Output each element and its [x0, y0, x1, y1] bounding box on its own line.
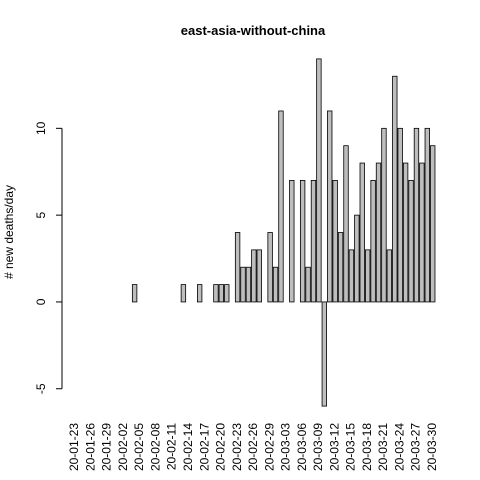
bar	[424, 127, 430, 303]
bar	[321, 301, 327, 407]
bar	[348, 249, 355, 303]
y-tick-label: 0	[34, 298, 48, 305]
bar	[299, 180, 306, 303]
bar	[240, 266, 246, 303]
bar	[332, 180, 338, 303]
bar	[397, 127, 403, 303]
x-tick-label: 20-02-17	[197, 423, 211, 471]
bar	[305, 266, 311, 303]
y-tick-label: 5	[34, 211, 48, 218]
x-tick-label: 20-02-05	[132, 423, 146, 471]
x-tick-label: 20-02-11	[165, 423, 179, 470]
bar	[392, 75, 398, 303]
chart-title: east-asia-without-china	[181, 23, 326, 38]
x-tick-label: 20-01-29	[100, 423, 114, 471]
bar	[316, 58, 322, 303]
bar	[375, 162, 382, 303]
bar	[272, 266, 279, 303]
x-tick-label: 20-02-08	[148, 423, 162, 471]
bar	[289, 180, 295, 303]
x-tick-label: 20-03-06	[295, 423, 309, 471]
x-tick-label: 20-01-26	[83, 423, 97, 471]
bar	[430, 145, 436, 303]
x-tick-label: 20-02-02	[116, 423, 130, 471]
bar	[213, 284, 219, 303]
y-tick-label: 10	[34, 121, 48, 135]
bar	[370, 180, 376, 303]
bar	[413, 127, 420, 303]
bar	[310, 180, 317, 303]
bar	[354, 214, 360, 303]
bar	[197, 284, 203, 303]
x-tick-label: 20-03-27	[409, 423, 423, 471]
y-tick-label: -5	[34, 383, 48, 394]
bar	[419, 162, 425, 303]
x-tick-label: 20-02-14	[181, 423, 195, 471]
x-tick-label: 20-03-03	[279, 423, 293, 471]
bar	[251, 249, 257, 303]
bar	[402, 162, 409, 303]
bar	[408, 180, 414, 303]
x-tick-label: 20-01-23	[67, 423, 81, 471]
bar	[359, 162, 365, 303]
x-tick-label: 20-03-09	[311, 423, 325, 471]
bar	[245, 266, 252, 303]
bar	[131, 284, 138, 303]
x-tick-label: 20-03-18	[360, 423, 374, 471]
bar	[327, 110, 333, 303]
bar	[267, 232, 273, 303]
bar	[224, 284, 230, 303]
bar	[180, 284, 187, 303]
x-tick-label: 20-03-21	[376, 423, 390, 471]
x-tick-label: 20-03-30	[425, 423, 439, 471]
bar	[337, 232, 344, 303]
x-tick-label: 20-03-15	[344, 423, 358, 471]
bar	[256, 249, 262, 303]
bar	[386, 249, 393, 303]
x-tick-label: 20-02-20	[214, 423, 228, 471]
x-tick-label: 20-03-12	[327, 423, 341, 471]
bar	[381, 127, 387, 303]
bar	[234, 232, 241, 303]
bar	[343, 145, 349, 303]
x-tick-label: 20-03-24	[392, 423, 406, 471]
x-tick-label: 20-02-23	[230, 423, 244, 471]
bar	[218, 284, 224, 303]
bar	[278, 110, 284, 303]
x-tick-label: 20-02-29	[262, 423, 276, 471]
bar	[365, 249, 371, 303]
y-axis-label: # new deaths/day	[2, 185, 16, 279]
x-tick-label: 20-02-26	[246, 423, 260, 471]
